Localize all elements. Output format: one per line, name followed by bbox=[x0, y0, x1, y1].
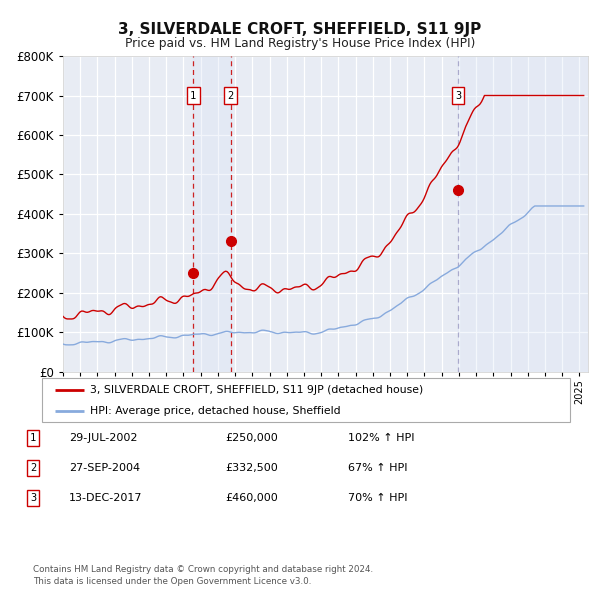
Text: 3: 3 bbox=[455, 90, 461, 100]
Text: 1: 1 bbox=[30, 433, 36, 442]
Text: Price paid vs. HM Land Registry's House Price Index (HPI): Price paid vs. HM Land Registry's House … bbox=[125, 37, 475, 50]
Text: £460,000: £460,000 bbox=[225, 493, 278, 503]
Text: £332,500: £332,500 bbox=[225, 463, 278, 473]
Text: 13-DEC-2017: 13-DEC-2017 bbox=[69, 493, 143, 503]
Text: 2: 2 bbox=[30, 463, 36, 473]
Text: 2: 2 bbox=[227, 90, 234, 100]
Bar bbox=[458, 56, 588, 372]
Text: 102% ↑ HPI: 102% ↑ HPI bbox=[348, 433, 415, 442]
Text: This data is licensed under the Open Government Licence v3.0.: This data is licensed under the Open Gov… bbox=[33, 577, 311, 586]
Bar bbox=[193, 56, 230, 372]
Text: £250,000: £250,000 bbox=[225, 433, 278, 442]
Text: 29-JUL-2002: 29-JUL-2002 bbox=[69, 433, 137, 442]
Text: 67% ↑ HPI: 67% ↑ HPI bbox=[348, 463, 407, 473]
Text: HPI: Average price, detached house, Sheffield: HPI: Average price, detached house, Shef… bbox=[89, 406, 340, 416]
Text: 3, SILVERDALE CROFT, SHEFFIELD, S11 9JP: 3, SILVERDALE CROFT, SHEFFIELD, S11 9JP bbox=[118, 22, 482, 37]
Text: 1: 1 bbox=[190, 90, 196, 100]
FancyBboxPatch shape bbox=[42, 378, 570, 422]
Text: Contains HM Land Registry data © Crown copyright and database right 2024.: Contains HM Land Registry data © Crown c… bbox=[33, 565, 373, 574]
Text: 3: 3 bbox=[30, 493, 36, 503]
Text: 27-SEP-2004: 27-SEP-2004 bbox=[69, 463, 140, 473]
Text: 70% ↑ HPI: 70% ↑ HPI bbox=[348, 493, 407, 503]
Text: 3, SILVERDALE CROFT, SHEFFIELD, S11 9JP (detached house): 3, SILVERDALE CROFT, SHEFFIELD, S11 9JP … bbox=[89, 385, 423, 395]
